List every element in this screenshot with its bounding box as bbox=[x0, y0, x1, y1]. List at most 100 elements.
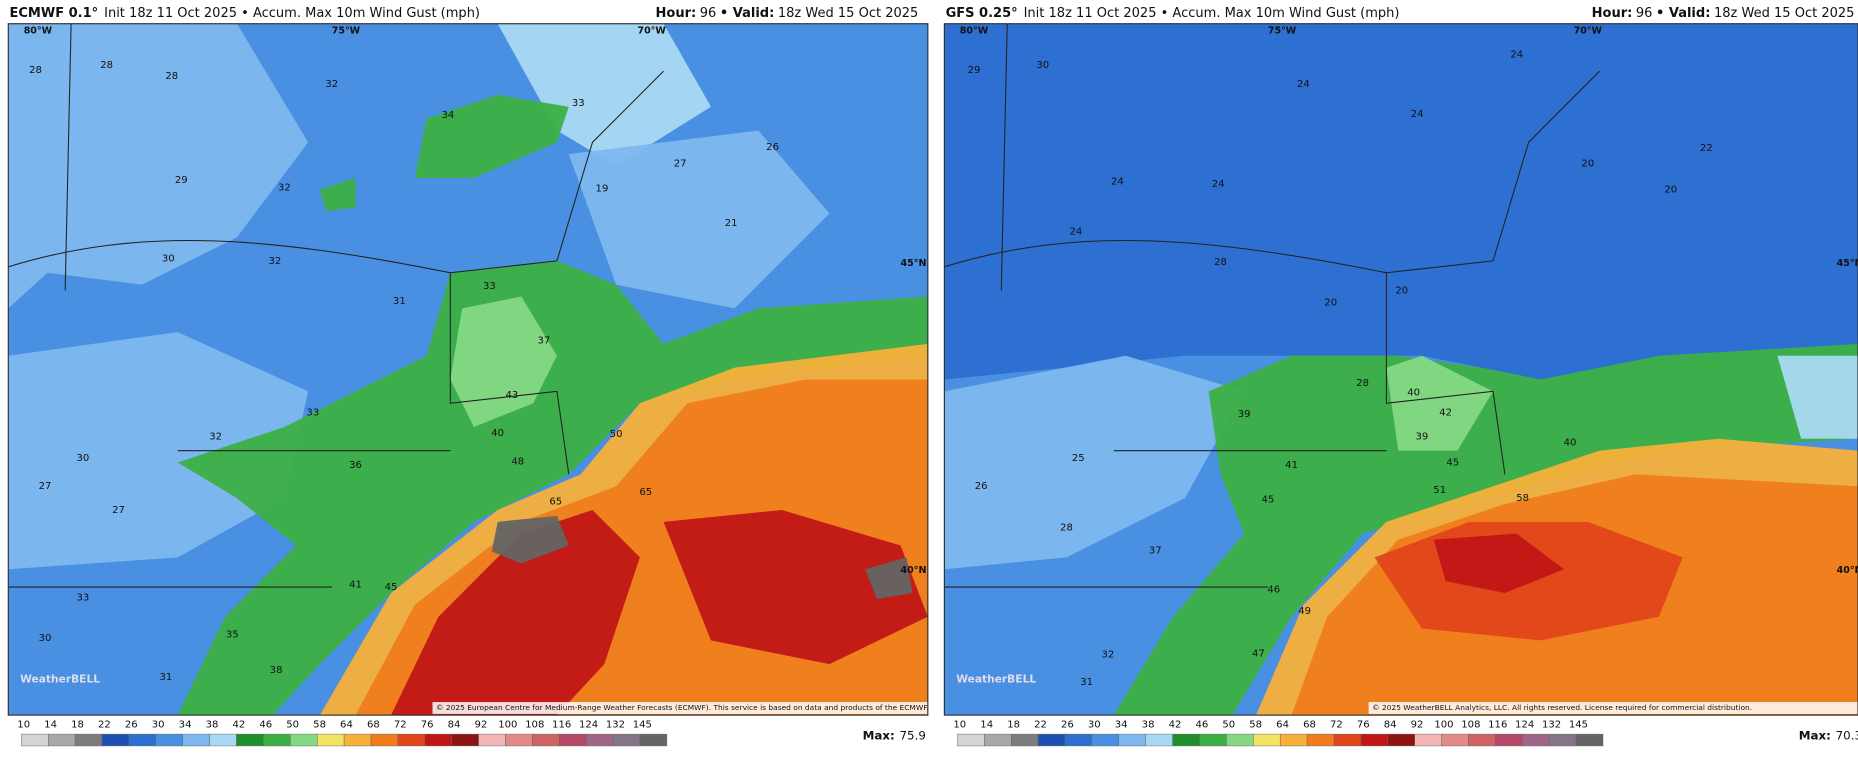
wind-field bbox=[391, 509, 640, 716]
map-value: 32 bbox=[1102, 650, 1115, 661]
map-value: 34 bbox=[442, 110, 455, 121]
colorbar-swatch bbox=[451, 733, 479, 747]
colorbar-swatch bbox=[1172, 733, 1200, 747]
colorbar-label: 92 bbox=[1411, 720, 1424, 731]
colorbar-swatch bbox=[478, 733, 506, 747]
colorbar-label: 72 bbox=[1330, 720, 1343, 731]
wind-field bbox=[491, 515, 569, 564]
map-value: 32 bbox=[269, 256, 282, 267]
colorbar-label: 18 bbox=[71, 720, 84, 731]
max-label: Max: bbox=[1799, 728, 1831, 742]
colorbar-label: 30 bbox=[152, 720, 165, 731]
grid-label: 80°W bbox=[960, 25, 989, 36]
map-value: 19 bbox=[596, 184, 609, 195]
map-value: 35 bbox=[226, 629, 239, 640]
wind-field bbox=[414, 94, 569, 178]
grid-label: 40°N bbox=[1837, 565, 1858, 576]
map-value: 30 bbox=[39, 633, 52, 644]
colorbar-swatch bbox=[1064, 733, 1093, 747]
max-value: 75.9 bbox=[900, 728, 926, 742]
map-value: 31 bbox=[159, 672, 172, 683]
wind-field bbox=[1113, 343, 1858, 716]
hour-label: Hour: bbox=[1592, 6, 1633, 21]
colorbar-swatch bbox=[1306, 733, 1335, 747]
colorbar-label: 108 bbox=[1461, 720, 1480, 731]
map-value: 24 bbox=[1111, 176, 1124, 187]
watermark: WeatherBELL bbox=[20, 673, 100, 686]
colorbar-label: 38 bbox=[206, 720, 219, 731]
map-value: 48 bbox=[511, 456, 524, 467]
map-value: 20 bbox=[1581, 159, 1594, 170]
grid-label: 75°W bbox=[1268, 25, 1297, 36]
colorbar-swatch bbox=[532, 733, 560, 747]
colorbar-swatch bbox=[397, 733, 426, 747]
copyright: © 2025 European Centre for Medium-Range … bbox=[436, 703, 929, 712]
colorbar-label: 116 bbox=[1488, 720, 1507, 731]
wind-field bbox=[944, 355, 1245, 570]
colorbar-label: 46 bbox=[259, 720, 272, 731]
border-line bbox=[1000, 23, 1008, 291]
header-right: Hour: 96 • Valid: 18z Wed 15 Oct 2025 bbox=[1592, 6, 1855, 21]
colorbar-swatch bbox=[1145, 733, 1173, 747]
map-value: 40 bbox=[1564, 437, 1577, 448]
border-line bbox=[1492, 70, 1601, 262]
header-left: ECMWF 0.1° Init 18z 11 Oct 2025 • Accum. … bbox=[9, 6, 480, 21]
border-line bbox=[64, 23, 72, 291]
colorbar-swatch bbox=[74, 733, 103, 747]
colorbar-label: 18 bbox=[1007, 720, 1020, 731]
colorbar-swatch bbox=[1387, 733, 1415, 747]
hour: 96 bbox=[1636, 6, 1653, 21]
colorbar-label: 68 bbox=[367, 720, 380, 731]
map-value: 46 bbox=[1267, 584, 1280, 595]
map-value: 31 bbox=[1080, 677, 1093, 688]
model-name: ECMWF 0.1° bbox=[9, 6, 98, 21]
colorbar-swatch bbox=[128, 733, 157, 747]
map-value: 51 bbox=[1433, 485, 1446, 496]
colorbar-swatch bbox=[1091, 733, 1120, 747]
map-value: 65 bbox=[549, 497, 562, 508]
colorbar-label: 14 bbox=[980, 720, 993, 731]
grid-label: 70°W bbox=[638, 25, 667, 36]
colorbar-swatch bbox=[1253, 733, 1281, 747]
colorbar-swatch bbox=[1414, 733, 1442, 747]
map-value: 24 bbox=[1070, 226, 1083, 237]
valid-label: • Valid: bbox=[1656, 6, 1710, 21]
colorbar-label: 68 bbox=[1303, 720, 1316, 731]
colorbar-label: 26 bbox=[1061, 720, 1074, 731]
wind-field bbox=[1777, 355, 1858, 439]
watermark: WeatherBELL bbox=[956, 673, 1036, 686]
map-value: 33 bbox=[306, 408, 319, 419]
map-value: 26 bbox=[975, 481, 988, 492]
colorbar-label: 64 bbox=[1276, 720, 1289, 731]
map-value: 33 bbox=[77, 593, 90, 604]
header-left: GFS 0.25° Init 18z 11 Oct 2025 • Accum. M… bbox=[946, 6, 1400, 21]
colorbar-label: 84 bbox=[1384, 720, 1397, 731]
grid-label: 40°N bbox=[901, 565, 927, 576]
panel: ECMWF 0.1° Init 18z 11 Oct 2025 • Accum. … bbox=[7, 6, 929, 747]
border-line bbox=[1385, 272, 1506, 475]
colorbar-swatch bbox=[1010, 733, 1039, 747]
colorbar-swatch bbox=[957, 733, 985, 747]
colorbar-swatch bbox=[1468, 733, 1496, 747]
valid: 18z Wed 15 Oct 2025 bbox=[778, 6, 918, 21]
map-value: 33 bbox=[483, 281, 496, 292]
colorbar-label: 64 bbox=[340, 720, 353, 731]
map-value: 27 bbox=[39, 481, 52, 492]
border-line bbox=[449, 272, 570, 475]
map-value: 39 bbox=[1238, 409, 1251, 420]
colorbar-swatch bbox=[1441, 733, 1469, 747]
colorbar-swatch bbox=[1226, 733, 1254, 747]
grid-label: 45°N bbox=[901, 258, 927, 269]
map-value: 49 bbox=[1298, 606, 1311, 617]
colorbar-swatch bbox=[612, 733, 641, 747]
colorbar-swatch bbox=[984, 733, 1012, 747]
colorbar-label: 42 bbox=[232, 720, 245, 731]
colorbar-label: 124 bbox=[579, 720, 598, 731]
map-value: 28 bbox=[1060, 523, 1073, 534]
colorbar-swatch bbox=[1575, 733, 1604, 747]
max-text: Max: 70.3 bbox=[1799, 728, 1858, 742]
map-value: 29 bbox=[968, 65, 981, 76]
colorbar-label: 58 bbox=[1249, 720, 1262, 731]
colorbar-label: 30 bbox=[1088, 720, 1101, 731]
